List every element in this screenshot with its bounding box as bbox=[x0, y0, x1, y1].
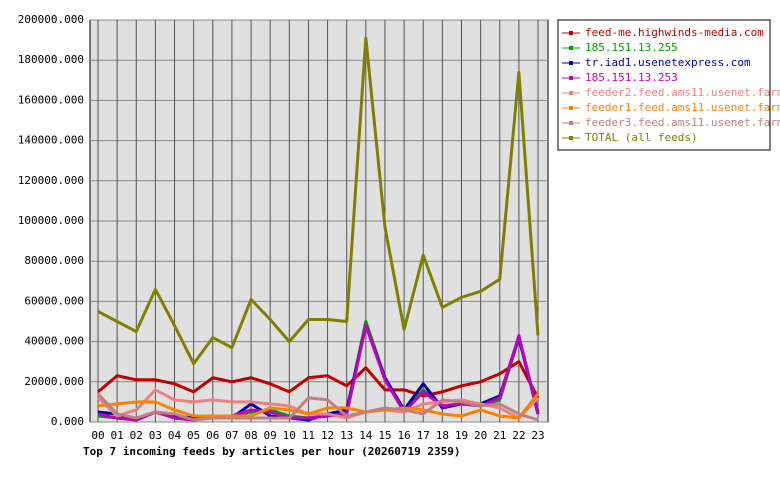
y-tick-label: 60000.000 bbox=[24, 294, 84, 307]
y-tick-label: 200000.000 bbox=[18, 13, 84, 26]
x-tick-label: 02 bbox=[130, 429, 143, 442]
legend-label: feeder3.feed.ams11.usenet.farm bbox=[585, 116, 780, 129]
y-tick-label: 120000.000 bbox=[18, 174, 84, 187]
legend-marker bbox=[569, 61, 573, 65]
x-tick-label: 10 bbox=[283, 429, 296, 442]
x-tick-label: 07 bbox=[225, 429, 238, 442]
x-tick-label: 18 bbox=[436, 429, 449, 442]
y-tick-label: 180000.000 bbox=[18, 53, 84, 66]
legend-label: TOTAL (all feeds) bbox=[585, 131, 698, 144]
legend-marker bbox=[569, 106, 573, 110]
x-tick-label: 23 bbox=[531, 429, 544, 442]
series-line bbox=[97, 360, 540, 399]
legend-marker bbox=[569, 121, 573, 125]
x-tick-label: 15 bbox=[378, 429, 391, 442]
series-line bbox=[97, 392, 540, 420]
legend-label: tr.iad1.usenetexpress.com bbox=[585, 56, 751, 69]
legend-marker bbox=[569, 46, 573, 50]
x-tick-label: 00 bbox=[91, 429, 104, 442]
legend-box bbox=[557, 19, 771, 151]
series-line bbox=[96, 392, 539, 422]
x-tick-label: 05 bbox=[187, 429, 200, 442]
y-tick-label: 20000.000 bbox=[24, 375, 84, 388]
x-tick-label: 19 bbox=[455, 429, 468, 442]
x-tick-label: 14 bbox=[359, 429, 373, 442]
legend-label: feed-me.highwinds-media.com bbox=[585, 26, 764, 39]
x-tick-label: 22 bbox=[512, 429, 525, 442]
legend-marker bbox=[569, 76, 573, 80]
x-tick-label: 20 bbox=[474, 429, 487, 442]
y-tick-label: 160000.000 bbox=[18, 93, 84, 106]
legend-marker bbox=[569, 91, 573, 95]
x-tick-label: 04 bbox=[168, 429, 182, 442]
y-tick-label: 100000.000 bbox=[18, 214, 84, 227]
y-tick-label: 40000.000 bbox=[24, 335, 84, 348]
legend-label: feeder1.feed.ams11.usenet.farm bbox=[585, 101, 780, 114]
x-tick-label: 11 bbox=[302, 429, 315, 442]
series-line bbox=[97, 324, 540, 422]
x-tick-label: 09 bbox=[264, 429, 277, 442]
series-line bbox=[96, 388, 540, 420]
legend-label: feeder2.feed.ams11.usenet.farm bbox=[585, 86, 780, 99]
legend-marker bbox=[569, 31, 573, 35]
x-tick-label: 03 bbox=[149, 429, 162, 442]
x-tick-label: 12 bbox=[321, 429, 334, 442]
x-tick-label: 17 bbox=[417, 429, 430, 442]
x-tick-label: 01 bbox=[111, 429, 124, 442]
x-tick-label: 06 bbox=[206, 429, 219, 442]
y-tick-label: 140000.000 bbox=[18, 134, 84, 147]
y-tick-label: 80000.000 bbox=[24, 254, 84, 267]
legend-label: 185.151.13.253 bbox=[585, 71, 678, 84]
legend-marker bbox=[569, 136, 573, 140]
legend-label: 185.151.13.255 bbox=[585, 41, 678, 54]
x-tick-label: 13 bbox=[340, 429, 353, 442]
x-tick-label: 16 bbox=[397, 429, 410, 442]
x-tick-label: 21 bbox=[493, 429, 506, 442]
chart-title: Top 7 incoming feeds by articles per hou… bbox=[83, 445, 461, 458]
series-line bbox=[97, 36, 540, 366]
y-tick-label: 0.000 bbox=[51, 415, 84, 428]
x-tick-label: 08 bbox=[244, 429, 257, 442]
